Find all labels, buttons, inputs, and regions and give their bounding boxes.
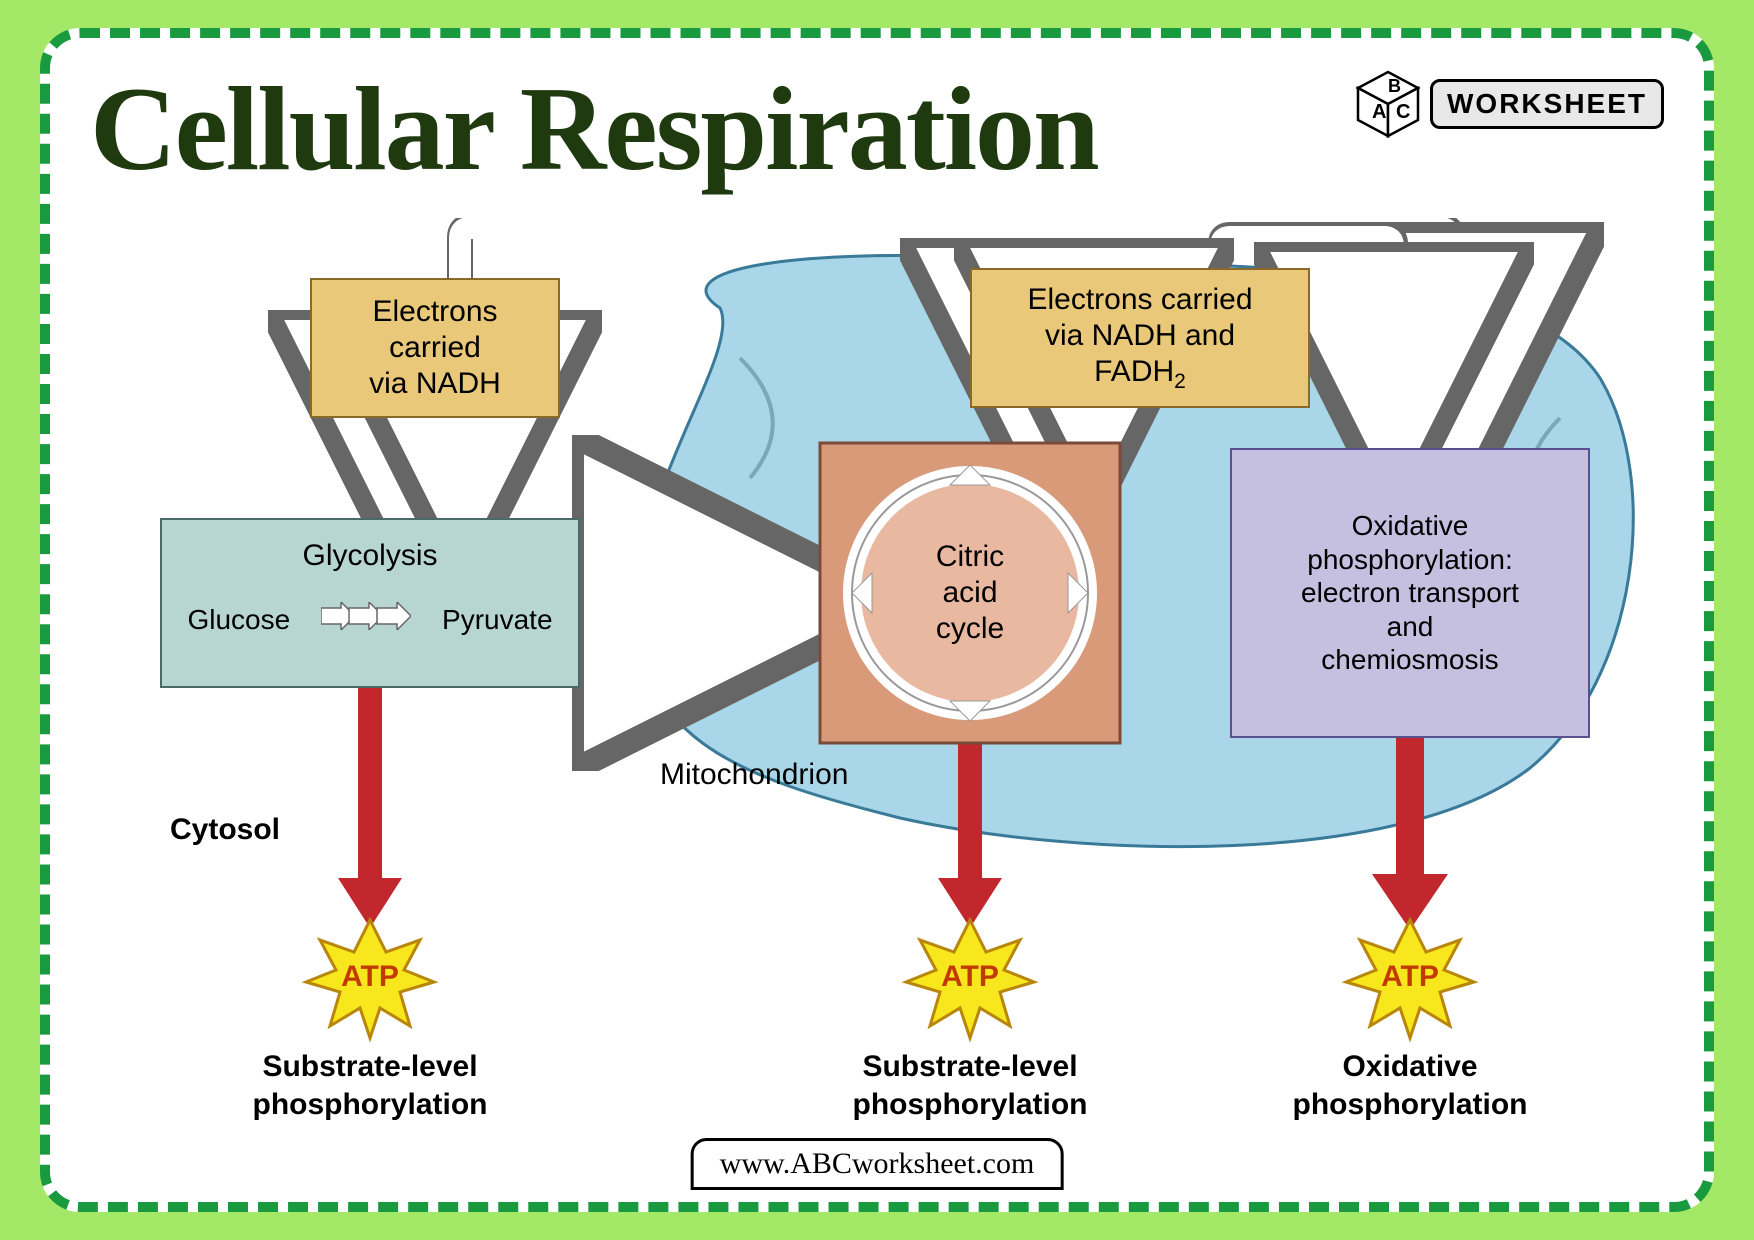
atp-caption-3: Oxidative phosphorylation: [1280, 1048, 1540, 1123]
citric-text: Citric acid cycle: [890, 533, 1050, 653]
mitochondrion-label: Mitochondrion: [660, 758, 848, 792]
nadh1-line2: carried: [389, 330, 481, 366]
oxphos-l1: Oxidative: [1352, 509, 1469, 543]
glycolysis-title: Glycolysis: [302, 538, 437, 574]
page-title: Cellular Respiration: [90, 60, 1098, 198]
cytosol-label: Cytosol: [170, 813, 280, 847]
citric-line1: Citric: [936, 539, 1004, 575]
atp-caption-1: Substrate-level phosphorylation: [240, 1048, 500, 1123]
pyruvate-label: Pyruvate: [442, 603, 553, 637]
glucose-label: Glucose: [187, 603, 290, 637]
logo-label: WORKSHEET: [1430, 79, 1664, 129]
oxphos-box: Oxidative phosphorylation: electron tran…: [1230, 448, 1590, 738]
svg-text:B: B: [1388, 76, 1401, 96]
nadh2-line1: Electrons carried: [1027, 282, 1252, 318]
nadh2-box: Electrons carried via NADH and FADH2: [970, 268, 1310, 408]
nadh2-line2: via NADH and: [1045, 318, 1235, 354]
oxphos-l5: chemiosmosis: [1321, 643, 1498, 677]
nadh1-box: Electrons carried via NADH: [310, 278, 560, 418]
svg-text:A: A: [1372, 101, 1386, 123]
atp-text-1: ATP: [340, 960, 400, 994]
nadh2-line3: FADH2: [1094, 354, 1186, 394]
logo-cube-icon: A B C: [1352, 68, 1424, 140]
citric-line2: acid: [942, 575, 997, 611]
atp-arrow-1: [338, 688, 402, 928]
canvas: Cellular Respiration A B C WORKSHEET: [60, 48, 1694, 1192]
diagram: Electrons carried via NADH Electrons car…: [100, 218, 1654, 1132]
oxphos-l2: phosphorylation:: [1307, 543, 1512, 577]
oxphos-l4: and: [1387, 610, 1434, 644]
glycolysis-arrows-icon: [321, 602, 411, 638]
footer-url: www.ABCworksheet.com: [691, 1138, 1064, 1190]
atp-text-2: ATP: [940, 960, 1000, 994]
oxphos-l3: electron transport: [1301, 576, 1519, 610]
atp-text-3: ATP: [1380, 960, 1440, 994]
nadh1-line1: Electrons: [372, 294, 497, 330]
svg-text:C: C: [1396, 101, 1410, 123]
atp-caption-2: Substrate-level phosphorylation: [840, 1048, 1100, 1123]
logo: A B C WORKSHEET: [1352, 68, 1664, 140]
nadh1-line3: via NADH: [369, 366, 501, 402]
glycolysis-box: Glycolysis Glucose Pyruvate: [160, 518, 580, 688]
citric-line3: cycle: [936, 611, 1004, 647]
